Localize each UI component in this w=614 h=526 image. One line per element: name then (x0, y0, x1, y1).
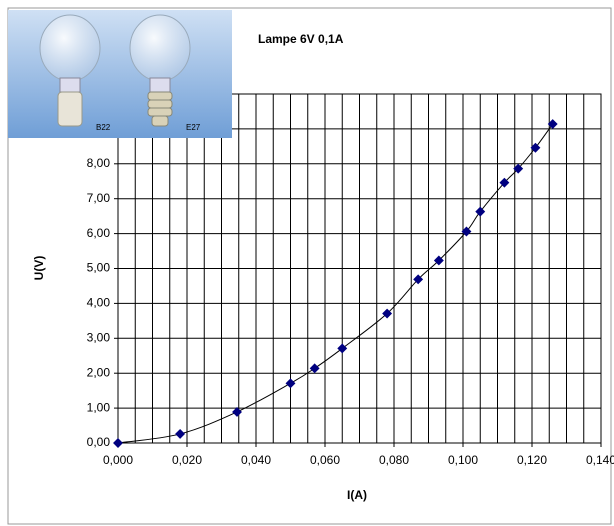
data-point (547, 119, 558, 129)
data-point (175, 428, 186, 439)
x-tick-label: 0,100 (448, 453, 478, 467)
data-point (433, 255, 444, 266)
plot-frame (117, 93, 602, 444)
x-tick-label: 0,060 (310, 453, 340, 467)
data-point (285, 378, 296, 389)
data-point (232, 406, 242, 417)
y-tick-label: 6,00 (87, 226, 111, 240)
x-tick-label: 0,000 (103, 453, 133, 467)
data-point (413, 274, 424, 285)
y-tick-label: 1,00 (87, 400, 111, 414)
y-tick-label: 4,00 (87, 296, 111, 310)
x-axis-label: I(A) (347, 488, 367, 502)
data-point (461, 226, 472, 237)
data-point (382, 308, 393, 319)
data-point (475, 206, 486, 217)
data-point (309, 363, 320, 374)
y-tick-label: 3,00 (87, 330, 111, 344)
x-tick-label: 0,020 (172, 453, 202, 467)
y-axis-label: U(V) (32, 256, 46, 281)
data-point (499, 177, 510, 188)
data-point (530, 142, 541, 153)
x-tick-label: 0,120 (517, 453, 547, 467)
y-tick-label: 0,00 (87, 435, 111, 449)
x-tick-label: 0,080 (379, 453, 409, 467)
y-tick-label: 5,00 (87, 261, 111, 275)
inset-label: E27 (186, 123, 201, 132)
x-tick-label: 0,040 (241, 453, 271, 467)
data-point (337, 343, 348, 354)
data-point (513, 163, 524, 174)
y-tick-label: 2,00 (87, 365, 111, 379)
x-tick-label: 0,140 (586, 453, 614, 467)
y-tick-label: 7,00 (87, 191, 111, 205)
chart-title: Lampe 6V 0,1A (258, 32, 344, 46)
inset-label: B22 (96, 123, 111, 132)
bulb-photo: B22 E27 (8, 10, 232, 138)
y-tick-label: 8,00 (87, 156, 111, 170)
